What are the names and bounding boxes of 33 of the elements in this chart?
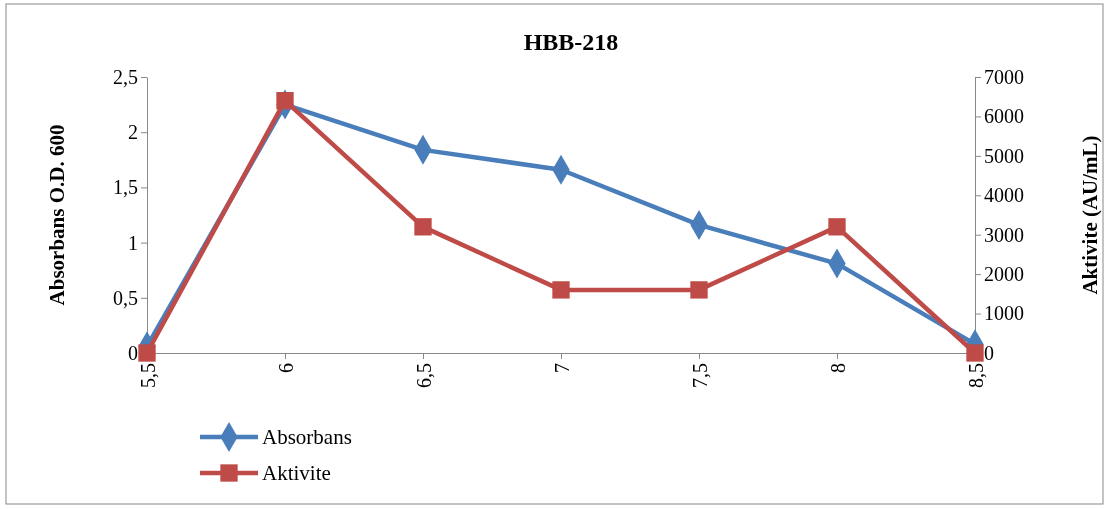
y-tick-label: 0,5	[113, 286, 138, 309]
y2-tick-label: 5000	[984, 144, 1024, 167]
y2-axis-title: Aktivite (AU/mL)	[1078, 135, 1102, 295]
y-tick-label: 2	[128, 121, 138, 144]
x-tick-label: 7,5	[688, 363, 711, 388]
y2-tick-label: 7000	[984, 65, 1024, 88]
point	[690, 281, 708, 299]
x-tick-label: 6,5	[412, 363, 435, 388]
point	[828, 218, 846, 236]
y-tick-label: 1,5	[113, 176, 138, 199]
y2-tick-label: 0	[984, 341, 994, 364]
y2-tick-label: 4000	[984, 184, 1024, 207]
x-tick-label: 8,5	[964, 363, 987, 388]
x-tick-label: 5,5	[136, 363, 159, 388]
y-tick-label: 2,5	[113, 65, 138, 88]
y-tick-label: 1	[128, 231, 138, 254]
y2-tick-label: 1000	[984, 302, 1024, 325]
legend-label: Absorbans	[262, 425, 352, 450]
point	[276, 92, 294, 110]
x-tick-label: 8	[826, 363, 849, 373]
x-tick-label: 6	[274, 363, 297, 373]
point	[966, 344, 984, 362]
point	[552, 281, 570, 299]
y2-tick-label: 2000	[984, 263, 1024, 286]
x-tick-label: 7	[550, 363, 573, 373]
y-tick-label: 0	[128, 341, 138, 364]
y-axis-title: Absorbans O.D. 600	[45, 124, 69, 306]
legend-label: Aktivite	[262, 461, 331, 486]
point	[138, 344, 156, 362]
chart-title: HBB-218	[523, 29, 619, 55]
point	[414, 218, 432, 236]
y2-tick-label: 3000	[984, 223, 1024, 246]
y2-tick-label: 6000	[984, 105, 1024, 128]
